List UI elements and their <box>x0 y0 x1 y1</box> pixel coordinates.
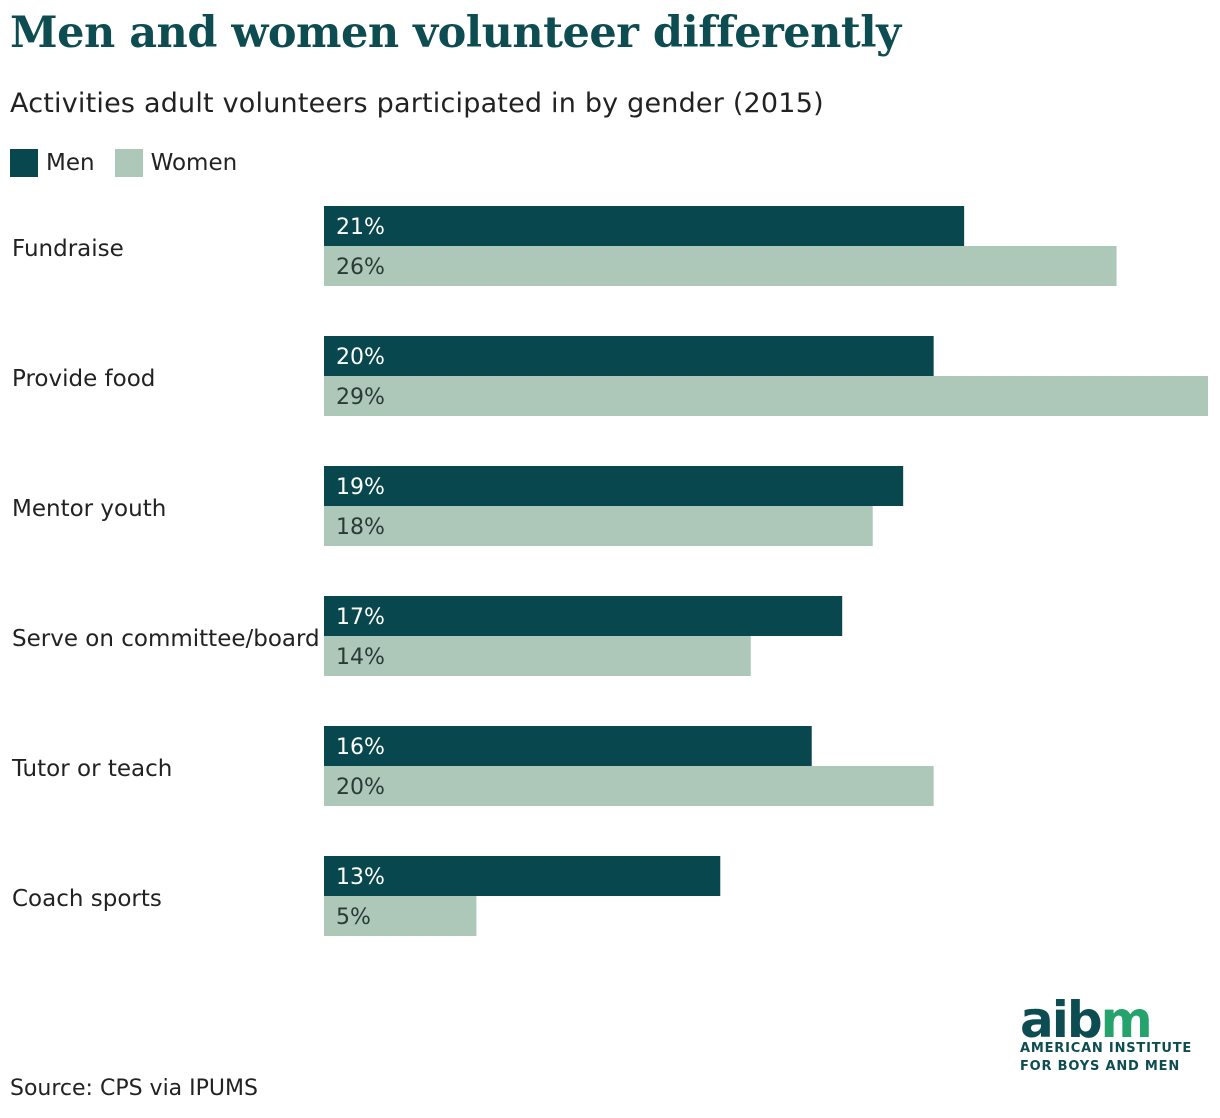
bar-women <box>324 376 1208 416</box>
data-label-men: 13% <box>336 865 385 890</box>
bar-women <box>324 766 934 806</box>
logo-mark: aibm <box>1020 995 1192 1045</box>
legend: Men Women <box>10 148 257 178</box>
data-label-women: 5% <box>336 905 371 930</box>
bar-men <box>324 466 904 506</box>
source-note: Source: CPS via IPUMS <box>10 1076 258 1101</box>
bar-men <box>324 726 812 766</box>
data-label-women: 26% <box>336 255 385 280</box>
bar-chart: Fundraise 21% 26% Provide food 20% 29% Mentor … <box>11 206 1208 936</box>
legend-swatch-women <box>114 149 143 177</box>
data-label-women: 29% <box>336 385 385 410</box>
category-label: Tutor or teach <box>11 756 172 782</box>
logo-text-line2: FOR BOYS AND MEN <box>1020 1059 1181 1074</box>
bar-men <box>324 596 843 636</box>
data-label-women: 18% <box>336 515 385 540</box>
data-label-men: 19% <box>336 475 385 500</box>
data-label-women: 14% <box>336 645 385 670</box>
category-label: Mentor youth <box>12 496 166 522</box>
data-label-men: 16% <box>336 735 385 760</box>
category-label: Coach sports <box>12 886 162 912</box>
legend-label-men: Men <box>46 150 95 176</box>
logo-mark-left: aib <box>1020 991 1103 1049</box>
bar-women <box>324 636 751 676</box>
data-label-men: 17% <box>336 605 385 630</box>
bar-women <box>324 896 477 936</box>
legend-item-men: Men <box>10 149 95 177</box>
legend-item-women: Women <box>114 149 238 177</box>
aibm-logo: aibm AMERICAN INSTITUTE FOR BOYS AND MEN <box>1020 995 1193 1076</box>
bar-women <box>324 246 1117 286</box>
data-label-men: 20% <box>336 345 385 370</box>
legend-swatch-men <box>10 149 38 177</box>
bar-men <box>324 336 934 376</box>
category-label: Fundraise <box>12 236 124 262</box>
data-label-women: 20% <box>336 775 385 800</box>
bar-men <box>324 206 965 246</box>
legend-label-women: Women <box>150 150 238 176</box>
category-label: Provide food <box>12 366 155 392</box>
logo-text-line1: AMERICAN INSTITUTE <box>1020 1041 1193 1056</box>
chart-title: Men and women volunteer differently <box>10 8 901 58</box>
chart-subtitle: Activities adult volunteers participated… <box>10 88 824 119</box>
logo-mark-right: m <box>1100 991 1153 1049</box>
data-label-men: 21% <box>336 215 385 240</box>
bar-women <box>324 506 873 546</box>
bar-men <box>324 856 721 896</box>
category-label: Serve on committee/board <box>12 626 320 652</box>
